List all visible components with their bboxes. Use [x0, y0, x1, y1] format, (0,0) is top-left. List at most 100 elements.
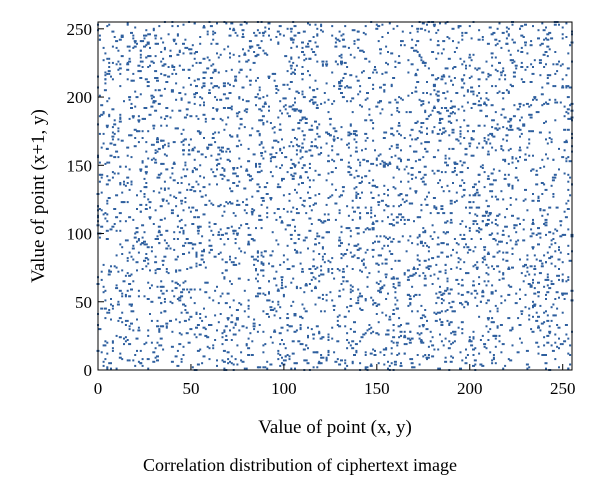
scatter-point — [113, 123, 117, 126]
scatter-point — [459, 126, 462, 129]
scatter-point — [533, 265, 536, 268]
scatter-point — [281, 339, 283, 341]
scatter-point — [183, 319, 187, 322]
scatter-point — [250, 354, 254, 356]
scatter-point — [273, 330, 277, 333]
scatter-point — [158, 229, 161, 232]
scatter-point — [450, 254, 453, 257]
scatter-point — [440, 75, 443, 78]
scatter-point — [442, 231, 445, 234]
scatter-point — [465, 272, 467, 275]
scatter-point — [150, 246, 153, 249]
scatter-point — [317, 296, 321, 299]
scatter-point — [239, 123, 243, 126]
scatter-point — [245, 223, 249, 225]
scatter-point — [558, 147, 560, 150]
scatter-point — [288, 355, 291, 358]
scatter-point — [196, 363, 200, 366]
scatter-point — [486, 42, 490, 45]
scatter-point — [385, 45, 388, 48]
scatter-point — [248, 134, 252, 137]
scatter-point — [372, 71, 375, 74]
scatter-point — [210, 143, 213, 146]
scatter-point — [561, 293, 564, 296]
scatter-point — [251, 208, 254, 210]
scatter-point — [209, 25, 213, 28]
scatter-point — [163, 300, 166, 303]
scatter-point — [195, 262, 198, 265]
scatter-point — [494, 218, 497, 221]
scatter-point — [191, 206, 195, 209]
scatter-point — [418, 337, 421, 340]
scatter-point — [234, 78, 237, 81]
scatter-point — [295, 45, 298, 48]
scatter-point — [555, 63, 559, 66]
scatter-point — [258, 132, 261, 135]
scatter-point — [175, 42, 178, 45]
scatter-point — [196, 225, 200, 228]
scatter-point — [409, 187, 412, 190]
scatter-point — [481, 38, 484, 41]
scatter-point — [227, 107, 230, 109]
scatter-point — [366, 97, 369, 100]
scatter-point — [491, 232, 494, 235]
scatter-point — [345, 227, 349, 230]
scatter-point — [119, 72, 122, 75]
scatter-point — [245, 75, 248, 78]
scatter-point — [235, 184, 239, 187]
scatter-point — [381, 72, 384, 75]
scatter-point — [364, 332, 367, 335]
scatter-point — [516, 351, 520, 354]
scatter-point — [565, 86, 568, 89]
scatter-point — [275, 36, 278, 38]
scatter-point — [346, 100, 349, 103]
scatter-point — [463, 82, 466, 85]
scatter-point — [541, 214, 544, 217]
scatter-point — [327, 160, 330, 163]
scatter-point — [416, 81, 420, 83]
scatter-point — [334, 360, 338, 363]
scatter-point — [214, 289, 217, 292]
scatter-point — [436, 111, 440, 114]
scatter-point — [555, 206, 559, 209]
scatter-point — [489, 142, 492, 145]
scatter-point — [227, 116, 230, 119]
scatter-point — [282, 34, 285, 37]
scatter-point — [338, 82, 342, 85]
scatter-point — [340, 138, 343, 141]
scatter-point — [450, 355, 453, 358]
scatter-point — [472, 265, 475, 268]
scatter-point — [387, 188, 389, 191]
scatter-point — [520, 310, 524, 313]
scatter-point — [559, 101, 562, 104]
scatter-point — [526, 146, 529, 149]
scatter-point — [262, 292, 265, 295]
scatter-point — [212, 63, 215, 66]
scatter-point — [104, 299, 107, 302]
scatter-point — [290, 304, 293, 307]
scatter-point — [498, 127, 501, 130]
scatter-point — [308, 167, 311, 169]
scatter-point — [222, 349, 226, 352]
scatter-point — [393, 363, 397, 366]
scatter-point — [262, 255, 265, 258]
scatter-point — [472, 354, 475, 356]
scatter-point — [400, 218, 402, 221]
scatter-point — [195, 180, 198, 183]
scatter-point — [494, 289, 497, 292]
scatter-point — [349, 284, 352, 287]
scatter-point — [308, 162, 311, 165]
scatter-point — [394, 287, 397, 290]
scatter-point — [379, 112, 382, 115]
scatter-point — [312, 333, 316, 336]
scatter-point — [461, 278, 464, 281]
scatter-point — [453, 201, 456, 204]
scatter-point — [230, 68, 233, 71]
scatter-point — [98, 236, 101, 239]
scatter-point — [222, 360, 226, 363]
scatter-point — [282, 105, 285, 108]
scatter-point — [437, 100, 440, 103]
scatter-point — [502, 273, 505, 276]
scatter-point — [165, 107, 169, 109]
scatter-point — [498, 250, 501, 253]
